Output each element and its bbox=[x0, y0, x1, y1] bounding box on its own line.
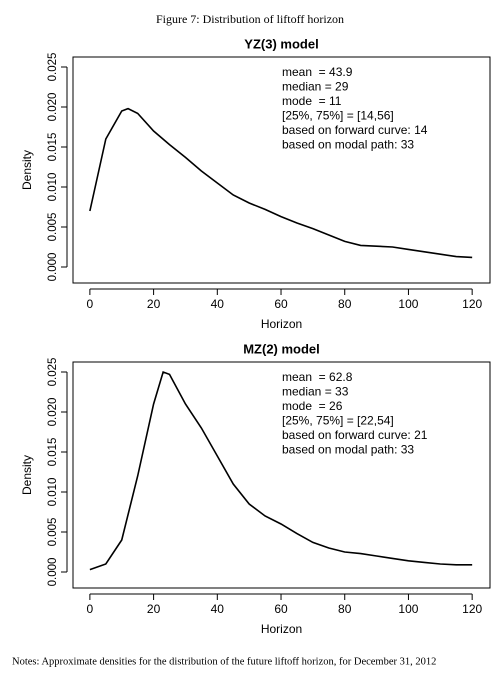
x-tick-label: 40 bbox=[211, 297, 225, 311]
annotation: based on forward curve: 21 bbox=[282, 428, 428, 442]
chart-title: YZ(3) model bbox=[244, 36, 318, 51]
y-axis-label: Density bbox=[20, 150, 34, 190]
x-tick-label: 120 bbox=[462, 297, 482, 311]
annotation: based on modal path: 33 bbox=[282, 138, 414, 152]
y-tick-label: 0.025 bbox=[47, 53, 59, 82]
annotation: mean = 62.8 bbox=[282, 370, 353, 384]
plot-box bbox=[72, 56, 491, 284]
annotation: [25%, 75%] = [14,56] bbox=[282, 109, 394, 123]
chart-title: MZ(2) model bbox=[243, 341, 320, 356]
y-axis-label: Density bbox=[20, 455, 34, 495]
annotation: based on modal path: 33 bbox=[282, 443, 414, 457]
plot-box bbox=[72, 361, 491, 589]
x-tick-label: 80 bbox=[338, 297, 352, 311]
annotation: mean = 43.9 bbox=[282, 65, 353, 79]
x-tick-label: 60 bbox=[274, 297, 288, 311]
x-tick-label: 80 bbox=[338, 602, 352, 616]
x-tick-label: 0 bbox=[87, 297, 94, 311]
annotation: mode = 11 bbox=[282, 94, 342, 108]
y-tick-label: 0.020 bbox=[47, 398, 59, 427]
y-tick-label: 0.005 bbox=[47, 518, 59, 547]
x-axis-label: Horizon bbox=[261, 317, 302, 331]
annotation: based on forward curve: 14 bbox=[282, 123, 428, 137]
y-tick-label: 0.025 bbox=[47, 358, 59, 387]
x-tick-label: 40 bbox=[211, 602, 225, 616]
x-tick-label: 120 bbox=[462, 602, 482, 616]
density-line bbox=[89, 370, 473, 571]
x-axis-label: Horizon bbox=[261, 622, 302, 636]
y-tick-label: 0.015 bbox=[47, 133, 59, 162]
annotation: median = 33 bbox=[282, 385, 349, 399]
x-tick-label: 20 bbox=[147, 297, 161, 311]
figure-notes: Notes: Approximate densities for the dis… bbox=[12, 656, 436, 667]
x-tick-label: 0 bbox=[87, 602, 94, 616]
annotation: mode = 26 bbox=[282, 399, 343, 413]
y-tick-label: 0.010 bbox=[47, 478, 59, 507]
y-tick-label: 0.000 bbox=[47, 253, 59, 282]
x-tick-label: 20 bbox=[147, 602, 161, 616]
annotation: median = 29 bbox=[282, 80, 349, 94]
y-tick-label: 0.010 bbox=[47, 173, 59, 202]
y-tick-label: 0.005 bbox=[47, 213, 59, 242]
y-tick-label: 0.020 bbox=[47, 93, 59, 122]
y-tick-label: 0.000 bbox=[47, 558, 59, 587]
density-line bbox=[89, 107, 473, 259]
y-tick-label: 0.015 bbox=[47, 438, 59, 467]
annotation: [25%, 75%] = [22,54] bbox=[282, 414, 394, 428]
x-tick-label: 60 bbox=[274, 602, 288, 616]
x-tick-label: 100 bbox=[398, 297, 418, 311]
x-tick-label: 100 bbox=[398, 602, 418, 616]
figure-title: Figure 7: Distribution of liftoff horizo… bbox=[156, 12, 344, 26]
